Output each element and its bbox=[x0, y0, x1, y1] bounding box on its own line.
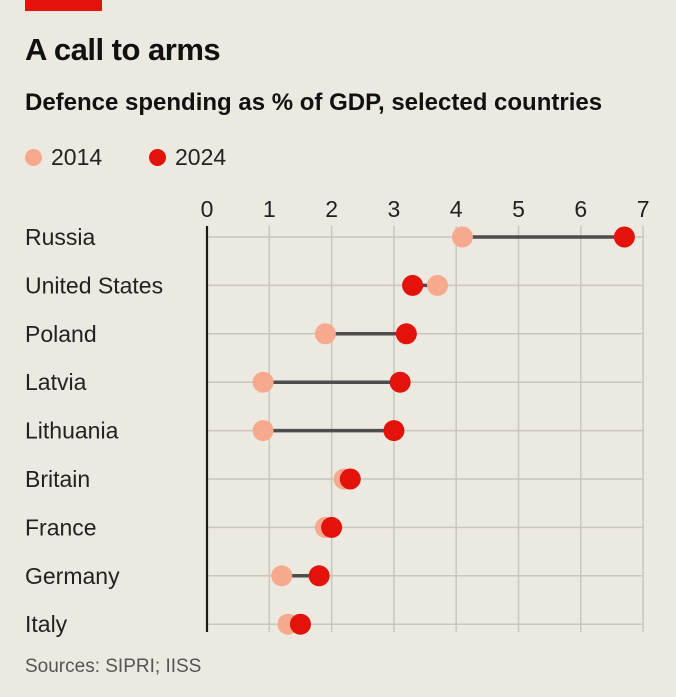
point-2024-france bbox=[321, 516, 343, 538]
point-2024-lithuania bbox=[383, 420, 405, 442]
chart-subtitle: Defence spending as % of GDP, selected c… bbox=[25, 89, 603, 116]
legend-item-2014: 2014 bbox=[25, 144, 102, 171]
legend-label-2024: 2024 bbox=[175, 144, 227, 170]
category-label-britain: Britain bbox=[25, 466, 90, 492]
brand-accent-bar bbox=[25, 0, 102, 11]
gridlines bbox=[207, 226, 644, 632]
x-tick-label-7: 7 bbox=[637, 196, 650, 222]
legend-swatch-2014 bbox=[25, 149, 42, 166]
point-2014-lithuania bbox=[252, 420, 274, 442]
point-2024-russia bbox=[613, 226, 635, 248]
x-tick-label-1: 1 bbox=[263, 196, 276, 222]
category-labels: Russia United States Poland Latvia Lithuania… bbox=[25, 224, 163, 637]
category-label-latvia: Latvia bbox=[25, 369, 87, 395]
point-2024-britain bbox=[339, 468, 361, 490]
category-label-united-states: United States bbox=[25, 272, 163, 298]
x-tick-label-3: 3 bbox=[388, 196, 401, 222]
point-2014-germany bbox=[271, 565, 293, 587]
category-label-russia: Russia bbox=[25, 224, 96, 250]
category-label-germany: Germany bbox=[25, 563, 120, 589]
x-tick-label-4: 4 bbox=[450, 196, 463, 222]
point-2014-latvia bbox=[252, 371, 274, 393]
data-points bbox=[252, 226, 635, 635]
x-tick-label-6: 6 bbox=[574, 196, 587, 222]
legend-swatch-2024 bbox=[149, 149, 166, 166]
point-2014-united-states bbox=[427, 274, 449, 296]
point-2024-poland bbox=[395, 323, 417, 345]
chart-title: A call to arms bbox=[25, 32, 221, 67]
legend-item-2024: 2024 bbox=[149, 144, 226, 171]
legend-label-2014: 2014 bbox=[51, 144, 103, 170]
x-tick-label-5: 5 bbox=[512, 196, 525, 222]
category-label-italy: Italy bbox=[25, 611, 68, 637]
point-2014-russia bbox=[451, 226, 473, 248]
point-2014-poland bbox=[314, 323, 336, 345]
point-2024-united-states bbox=[402, 274, 424, 296]
point-2024-latvia bbox=[389, 371, 411, 393]
point-2024-italy bbox=[289, 613, 311, 635]
point-2024-germany bbox=[308, 565, 330, 587]
source-note: Sources: SIPRI; IISS bbox=[25, 656, 202, 677]
category-label-lithuania: Lithuania bbox=[25, 418, 119, 444]
category-label-france: France bbox=[25, 514, 97, 540]
x-tick-label-0: 0 bbox=[201, 196, 214, 222]
x-tick-label-2: 2 bbox=[325, 196, 338, 222]
category-label-poland: Poland bbox=[25, 321, 97, 347]
x-axis-ticks: 0 1 2 3 4 5 6 7 bbox=[201, 196, 650, 222]
